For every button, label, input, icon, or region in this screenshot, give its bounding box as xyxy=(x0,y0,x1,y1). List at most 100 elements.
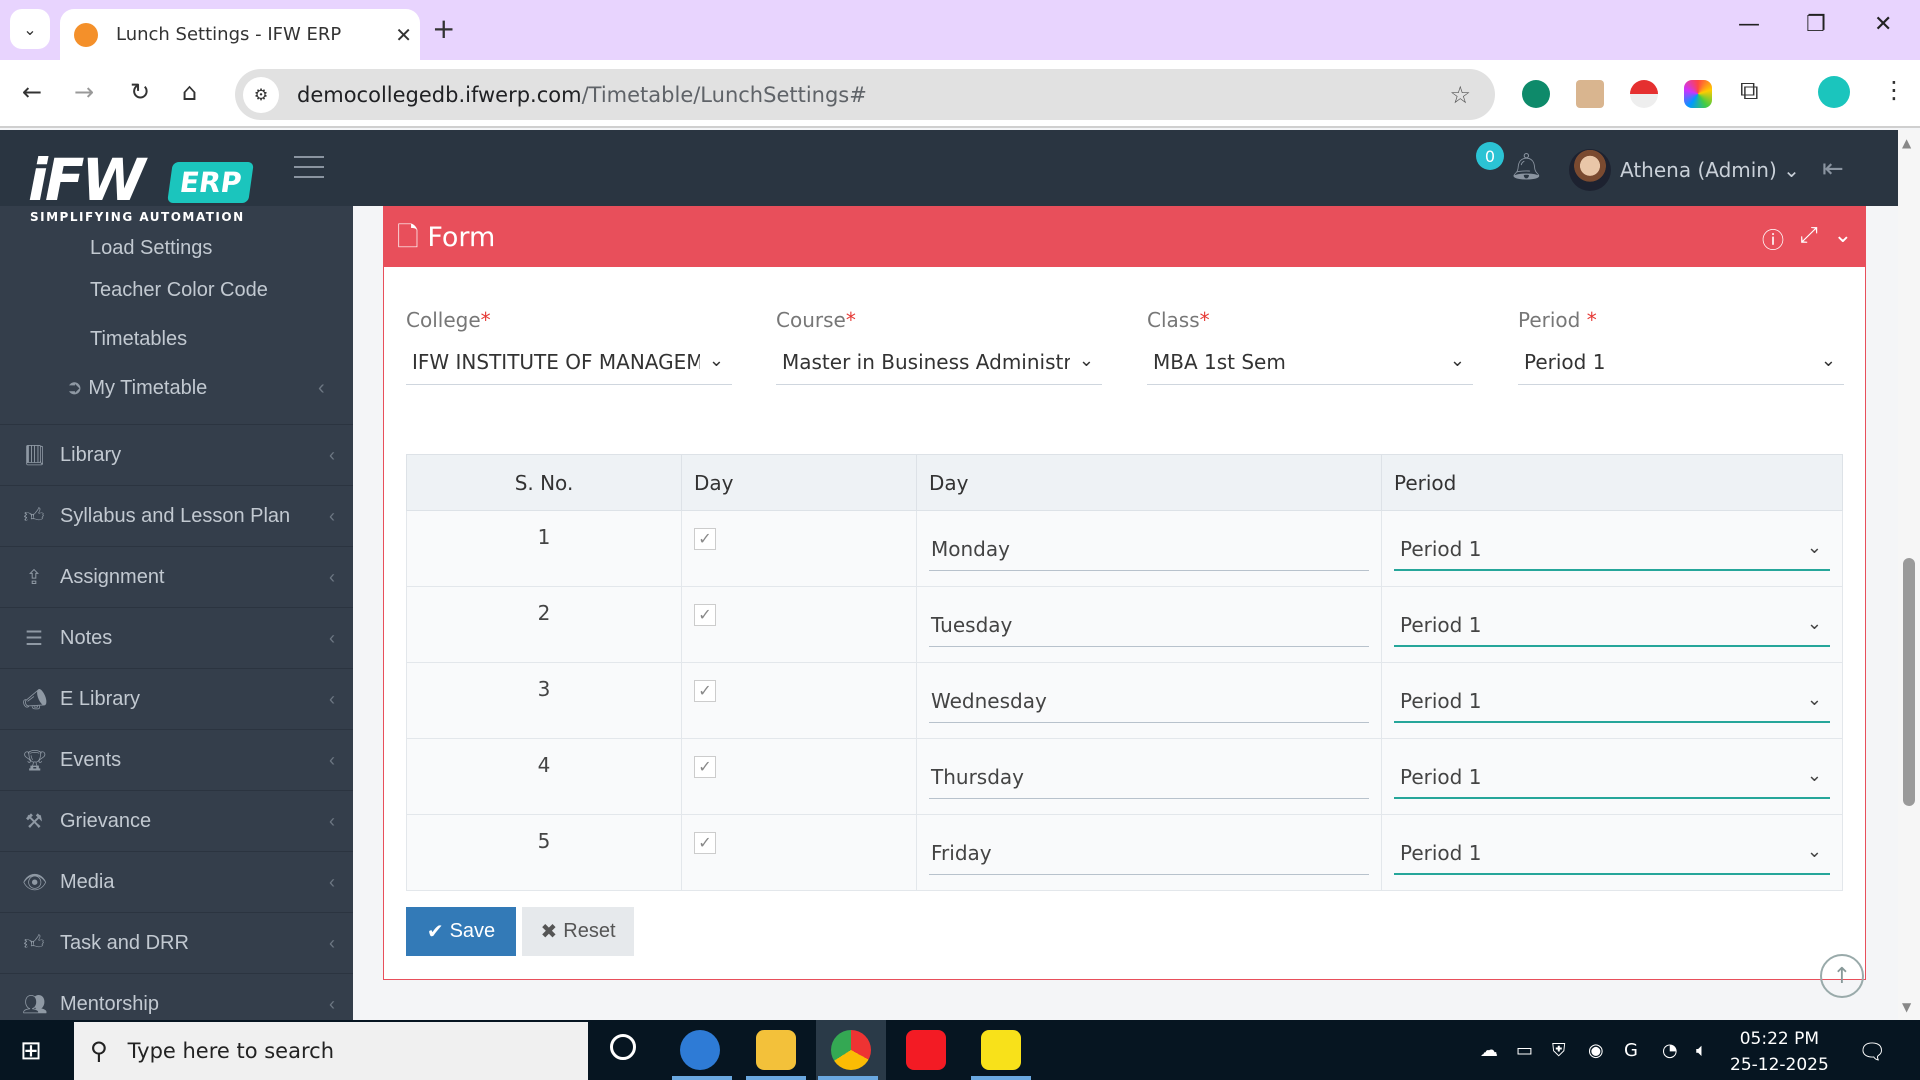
security-shield-icon[interactable]: ⛨ xyxy=(1552,1040,1566,1061)
day-checkbox[interactable]: ✓ xyxy=(694,604,716,626)
wps-office-icon[interactable] xyxy=(906,1030,946,1070)
pokeball-extension-icon[interactable] xyxy=(1630,80,1658,108)
day-input[interactable]: Monday xyxy=(929,523,1369,571)
sidebar-item-label: Grievance xyxy=(60,809,152,832)
user-menu[interactable]: Athena (Admin) ⌄ xyxy=(1620,158,1800,182)
sidebar-subitem-teacher-color-code[interactable]: Teacher Color Code xyxy=(90,279,268,301)
bell-icon[interactable]: 🔔︎ xyxy=(1510,152,1544,182)
extensions-puzzle-icon[interactable]: ⧉ xyxy=(1740,76,1759,106)
sidebar-item-events[interactable]: 🏆︎ Events ‹ xyxy=(0,729,353,790)
college-select[interactable]: IFW INSTITUTE OF MANAGEMENT⌄ xyxy=(406,342,732,385)
sidebar: Load Settings Teacher Color Code Timetab… xyxy=(0,206,353,1020)
page-scrollbar[interactable]: ▲ ▼ xyxy=(1898,130,1920,1020)
sidebar-item-grievance[interactable]: ⚒ Grievance ‹ xyxy=(0,790,353,851)
expand-icon[interactable]: ⤢ xyxy=(1799,223,1818,248)
period-select[interactable]: Period 1 ⌄ xyxy=(1394,675,1830,723)
sidebar-item-media[interactable]: 👁︎ Media ‹ xyxy=(0,851,353,912)
notifications-icon[interactable]: 🗨︎ xyxy=(1858,1040,1886,1065)
sidebar-item-e-library[interactable]: 📣︎ E Library ‹ xyxy=(0,668,353,729)
forward-icon[interactable]: → xyxy=(74,78,95,106)
sidebar-item-mentorship[interactable]: 👥︎ Mentorship ‹ xyxy=(0,973,353,1020)
onedrive-icon[interactable]: ☁ xyxy=(1480,1040,1498,1061)
reload-icon[interactable]: ↻ xyxy=(130,78,151,106)
collapse-chevron-icon[interactable]: ⌄ xyxy=(1833,223,1852,248)
period-select[interactable]: Period 1 ⌄ xyxy=(1394,751,1830,799)
chevron-down-icon: ⌄ xyxy=(1806,613,1822,634)
file-icon: 🗋 xyxy=(397,222,419,253)
volume-icon[interactable]: 🔈︎ xyxy=(1696,1040,1707,1061)
sidebar-item-task-and-drr[interactable]: 👍︎ Task and DRR ‹ xyxy=(0,912,353,973)
tab-search-button[interactable]: ⌄ xyxy=(10,9,50,49)
table-row: 2 ✓ Tuesday Period 1 ⌄ xyxy=(406,586,1843,663)
camera-extension-icon[interactable] xyxy=(1684,80,1712,108)
sidebar-item-library[interactable]: 📕︎ Library ‹ xyxy=(0,424,353,485)
minimize-button[interactable]: — xyxy=(1738,12,1760,37)
wifi-icon[interactable]: ◔ xyxy=(1662,1040,1678,1061)
logout-icon[interactable]: ⇤ xyxy=(1822,154,1844,184)
browser-tab[interactable]: Lunch Settings - IFW ERP ✕ xyxy=(60,9,420,60)
chevron-down-icon: ⌄ xyxy=(1806,537,1822,558)
close-window-button[interactable]: ✕ xyxy=(1874,12,1893,37)
home-icon[interactable]: ⌂ xyxy=(182,78,198,106)
scroll-up-arrow-icon[interactable]: ▲ xyxy=(1902,136,1912,150)
day-cell: Wednesday xyxy=(916,662,1382,739)
day-input[interactable]: Wednesday xyxy=(929,675,1369,723)
chrome-app-icon[interactable] xyxy=(831,1030,871,1070)
close-tab-icon[interactable]: ✕ xyxy=(395,22,412,47)
remote-tray-icon[interactable]: ◉ xyxy=(1588,1040,1604,1061)
class-select[interactable]: MBA 1st Sem ⌄ xyxy=(1147,342,1473,385)
restore-button[interactable]: ❐ xyxy=(1806,12,1826,37)
period-select[interactable]: Period 1 ⌄ xyxy=(1394,599,1830,647)
windows-start-icon[interactable]: ⊞ xyxy=(20,1036,42,1066)
taskbar-search[interactable]: ⚲ Type here to search xyxy=(74,1022,588,1080)
day-input[interactable]: Tuesday xyxy=(929,599,1369,647)
info-icon[interactable]: ⓘ xyxy=(1761,229,1784,254)
battery-icon[interactable]: ▭ xyxy=(1516,1040,1534,1061)
taskbar-clock[interactable]: 05:22 PM 25-12-2025 xyxy=(1730,1029,1829,1075)
cricket-extension-icon[interactable] xyxy=(1576,80,1604,108)
period-select[interactable]: Period 1 ⌄ xyxy=(1394,827,1830,875)
day-checkbox[interactable]: ✓ xyxy=(694,680,716,702)
remote-desktop-app-icon[interactable] xyxy=(680,1030,720,1070)
column-header-period: Period xyxy=(1381,454,1843,511)
day-cell: Friday xyxy=(916,814,1382,891)
day-checkbox[interactable]: ✓ xyxy=(694,528,716,550)
sidebar-item-label: E Library xyxy=(60,687,141,710)
save-button[interactable]: ✔ Save xyxy=(406,907,516,956)
file-explorer-icon[interactable] xyxy=(756,1030,796,1070)
sidebar-item-assignment[interactable]: ⇪ Assignment ‹ xyxy=(0,546,353,607)
scrollbar-thumb[interactable] xyxy=(1903,558,1915,806)
sticky-notes-icon[interactable] xyxy=(981,1030,1021,1070)
sidebar-item-notes[interactable]: ☰ Notes ‹ xyxy=(0,607,353,668)
sidebar-subitem-load-settings[interactable]: Load Settings xyxy=(90,237,213,259)
new-tab-button[interactable]: + xyxy=(432,12,456,45)
browser-menu-icon[interactable]: ⋮ xyxy=(1882,76,1906,104)
avatar[interactable] xyxy=(1569,149,1611,191)
day-checkbox[interactable]: ✓ xyxy=(694,756,716,778)
period-select[interactable]: Period 1 ⌄ xyxy=(1518,342,1844,385)
period-cell: Period 1 ⌄ xyxy=(1381,814,1843,891)
reset-button[interactable]: ✖ Reset xyxy=(522,907,634,956)
ifw-erp-logo[interactable]: iFW ERP SIMPLIFYING AUTOMATION xyxy=(28,146,255,228)
sidebar-subitem-timetables[interactable]: Timetables xyxy=(90,328,188,350)
grammarly-tray-icon[interactable]: G xyxy=(1624,1040,1638,1061)
day-checkbox-cell: ✓ xyxy=(681,738,917,815)
form-card-header: 🗋 Form ⓘ ⤢ ⌄ xyxy=(383,206,1866,267)
cortana-icon[interactable] xyxy=(610,1034,636,1060)
day-input[interactable]: Friday xyxy=(929,827,1369,875)
course-select[interactable]: Master in Business Administration⌄ xyxy=(776,342,1102,385)
bookmark-star-icon[interactable]: ☆ xyxy=(1449,80,1471,109)
site-settings-icon[interactable]: ⚙ xyxy=(243,76,279,113)
sidebar-item-syllabus-and-lesson-plan[interactable]: 👍︎ Syllabus and Lesson Plan ‹ xyxy=(0,485,353,546)
address-bar[interactable]: ⚙ democollegedb.ifwerp.com/Timetable/Lun… xyxy=(235,69,1495,120)
scroll-to-top-button[interactable]: ↑ xyxy=(1820,954,1864,998)
sidebar-subitem-my-timetable[interactable]: ➲ My Timetable ‹ xyxy=(66,377,325,399)
back-icon[interactable]: ← xyxy=(22,78,43,106)
grammarly-extension-icon[interactable] xyxy=(1522,80,1550,108)
menu-toggle-icon[interactable] xyxy=(294,156,324,178)
day-input[interactable]: Thursday xyxy=(929,751,1369,799)
profile-avatar[interactable] xyxy=(1818,76,1850,108)
scroll-down-arrow-icon[interactable]: ▼ xyxy=(1902,1000,1912,1014)
period-select[interactable]: Period 1 ⌄ xyxy=(1394,523,1830,571)
day-checkbox[interactable]: ✓ xyxy=(694,832,716,854)
